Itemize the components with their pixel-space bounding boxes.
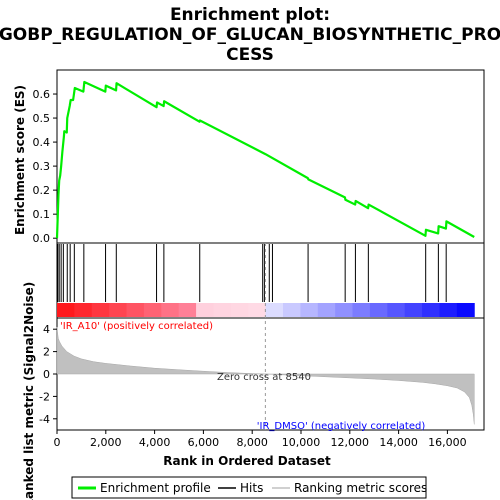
es-tick-label: 0.3 [33, 160, 51, 173]
rank-bar-segment [370, 303, 388, 317]
rank-bar-segment [457, 303, 475, 317]
es-tick-label: 0.1 [33, 208, 51, 221]
negative-correlation-label: 'IR_DMSO' (negatively correlated) [257, 421, 426, 432]
metric-y-ticks: -4 -2 0 2 4 [39, 323, 57, 426]
x-tick-label: 0 [54, 436, 61, 449]
chart-title-line-2: GOBP_REGULATION_OF_GLUCAN_BIOSYNTHETIC_P… [0, 25, 500, 45]
metric-axis-label: Ranked list metric (Signal2Noise) [22, 282, 36, 500]
x-tick-label: 14,000 [379, 436, 418, 449]
positive-correlation-label: 'IR_A10' (positively correlated) [60, 321, 213, 332]
hit-marks [58, 244, 446, 302]
es-tick-label: 0.5 [33, 112, 51, 125]
rank-bar-segment [353, 303, 371, 317]
rank-bar-segment [57, 303, 75, 317]
rank-bar-segment [405, 303, 423, 317]
metric-tick-label: -4 [39, 413, 50, 426]
x-tick-label: 4,000 [139, 436, 171, 449]
x-tick-label: 6,000 [188, 436, 220, 449]
legend-label-ranking: Ranking metric scores [294, 481, 427, 495]
rank-bar-segment [335, 303, 353, 317]
rank-bar-segment [231, 303, 249, 317]
metric-tick-label: 0 [43, 368, 50, 381]
rank-bar-segment [179, 303, 197, 317]
x-tick-label: 2,000 [90, 436, 122, 449]
rank-bar-segment [213, 303, 231, 317]
rank-bar-segment [422, 303, 440, 317]
x-tick-label: 16,000 [428, 436, 467, 449]
rank-bar-segment [387, 303, 405, 317]
rank-bar-segment [266, 303, 284, 317]
rank-bar-segment [439, 303, 457, 317]
x-tick-label: 8,000 [236, 436, 268, 449]
legend-label-enrichment: Enrichment profile [100, 481, 211, 495]
rank-bar-segment [300, 303, 318, 317]
metric-tick-label: 2 [43, 346, 50, 359]
x-axis-label: Rank in Ordered Dataset [163, 454, 331, 468]
rank-bar-segment [109, 303, 127, 317]
rank-bar-segment [283, 303, 301, 317]
x-tick-label: 10,000 [282, 436, 321, 449]
chart-title-line-3: CESS [226, 45, 274, 65]
rank-bar-segment [196, 303, 214, 317]
es-axis-label: Enrichment score (ES) [13, 85, 27, 235]
es-tick-label: 0.2 [33, 184, 51, 197]
rank-bar-segment [161, 303, 179, 317]
es-tick-label: 0.4 [33, 136, 51, 149]
legend-label-hits: Hits [240, 481, 263, 495]
legend: Enrichment profile Hits Ranking metric s… [72, 477, 427, 498]
ranking-metric-area [57, 243, 474, 430]
chart-title-line-1: Enrichment plot: [170, 5, 330, 25]
rank-bar-segment [144, 303, 162, 317]
x-axis-ticks: 0 2,000 4,000 6,000 8,000 10,000 12,000 14,000 1… [54, 430, 467, 449]
rank-bar-segment [92, 303, 110, 317]
rank-bar-segment [127, 303, 145, 317]
rank-bar-segment [318, 303, 336, 317]
es-series-line [57, 82, 474, 238]
x-tick-label: 12,000 [331, 436, 370, 449]
es-tick-label: 0.6 [33, 88, 51, 101]
zero-cross-label: Zero cross at 8540 [217, 372, 311, 383]
rank-bar-segment [74, 303, 92, 317]
es-line-group [57, 82, 474, 238]
metric-tick-label: 4 [43, 323, 50, 336]
rank-bar-segment [248, 303, 266, 317]
metric-tick-label: -2 [39, 390, 50, 403]
es-y-ticks: 0.0 0.1 0.2 0.3 0.4 0.5 0.6 [33, 88, 58, 245]
es-tick-label: 0.0 [33, 232, 51, 245]
